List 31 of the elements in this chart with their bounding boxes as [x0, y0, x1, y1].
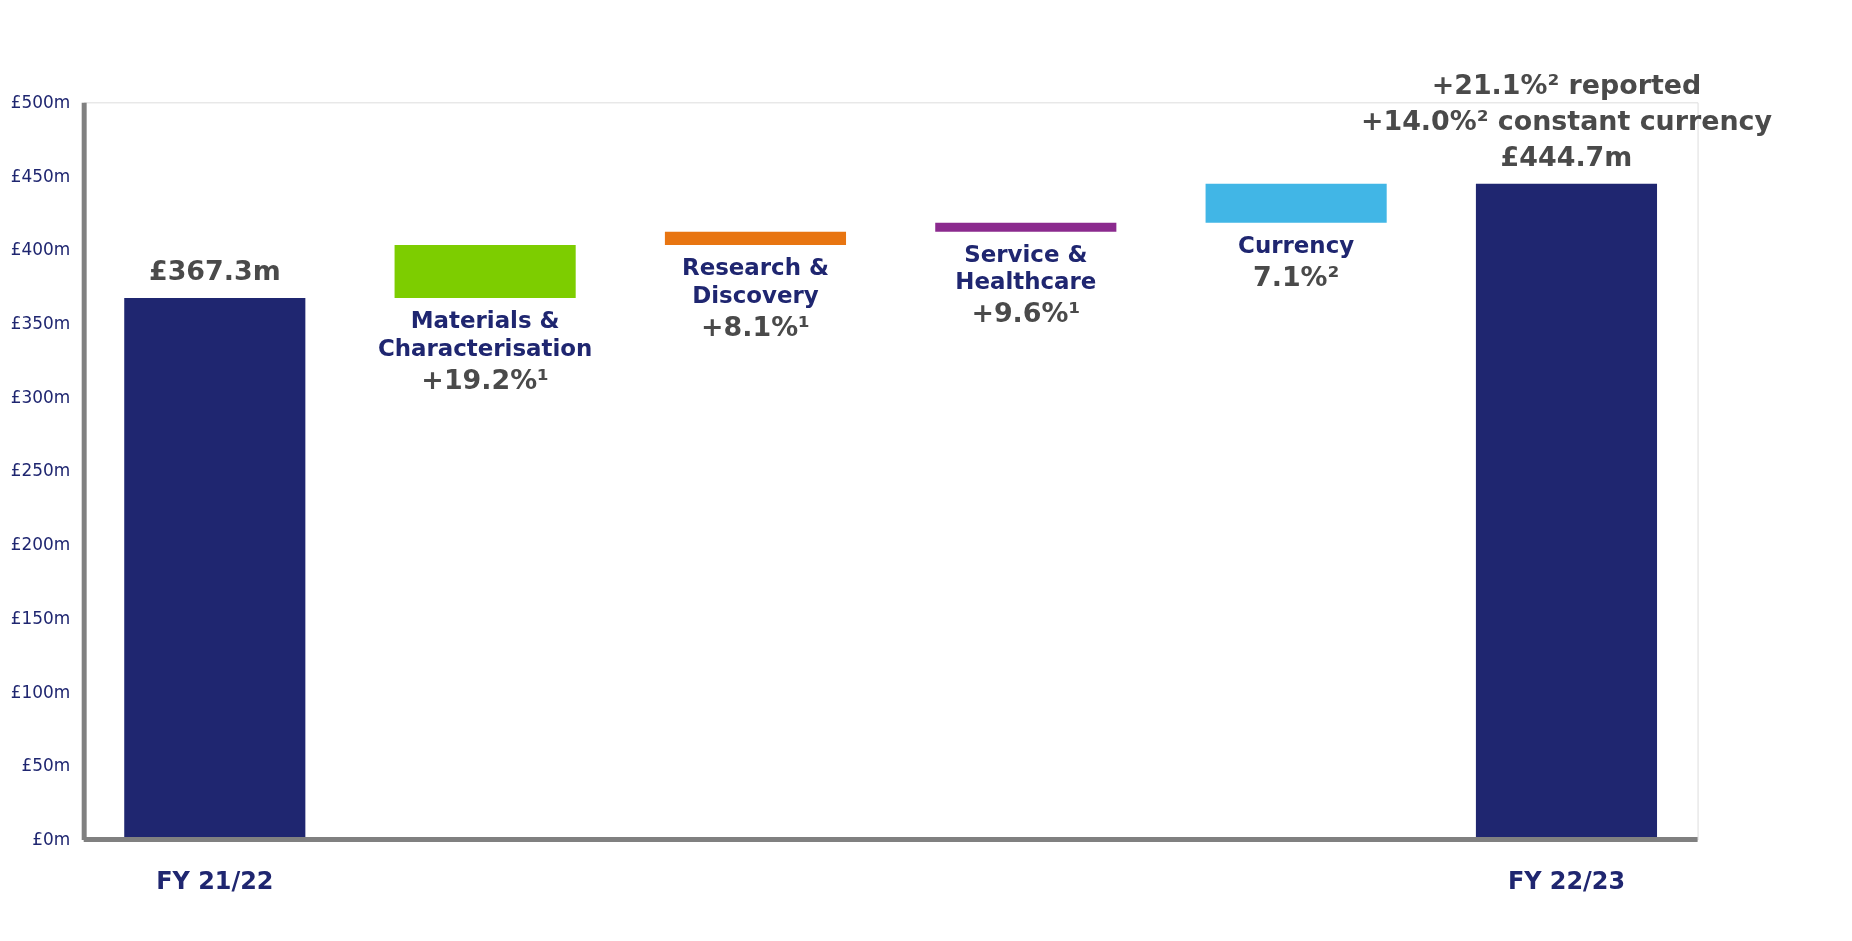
x-tick-label: Service & Healthcare [955, 240, 1097, 295]
bar [1475, 183, 1658, 840]
y-tick-label: £250m [10, 460, 71, 481]
y-tick-label: £300m [10, 386, 71, 407]
bar [394, 244, 576, 298]
annotation: +19.2%¹ [421, 363, 549, 395]
bar [1205, 183, 1387, 223]
y-tick-label: £350m [10, 312, 71, 333]
text: +21.1%² reported [1431, 69, 1702, 101]
y-tick-label: £200m [10, 534, 71, 555]
y-tick-label: £400m [10, 239, 71, 260]
y-tick-label: £500m [10, 91, 71, 112]
y-tick-label: £0m [32, 829, 71, 850]
data-label: £444.7m [1500, 140, 1633, 172]
annotation: +8.1%¹ [701, 310, 810, 342]
y-tick-label: £450m [10, 165, 71, 186]
x-tick-label: Currency [1238, 231, 1355, 258]
x-tick-label: FY 22/23 [1507, 866, 1626, 895]
bar [935, 222, 1117, 232]
y-tick-label: £100m [10, 681, 71, 702]
annotation: 7.1%² [1252, 260, 1340, 292]
x-tick-label: Research & Discovery [682, 253, 829, 308]
data-label: £367.3m [148, 255, 281, 287]
annotation: +9.6%¹ [971, 297, 1081, 329]
x-tick-label: FY 21/22 [156, 866, 274, 895]
x-tick-label: Materials & Characterisation [377, 306, 593, 361]
annotation: +14.0%² constant currency [1360, 105, 1773, 137]
y-tick-label: £150m [10, 607, 71, 628]
bar [124, 297, 306, 840]
bar [664, 231, 847, 245]
y-tick-label: £50m [21, 755, 71, 776]
